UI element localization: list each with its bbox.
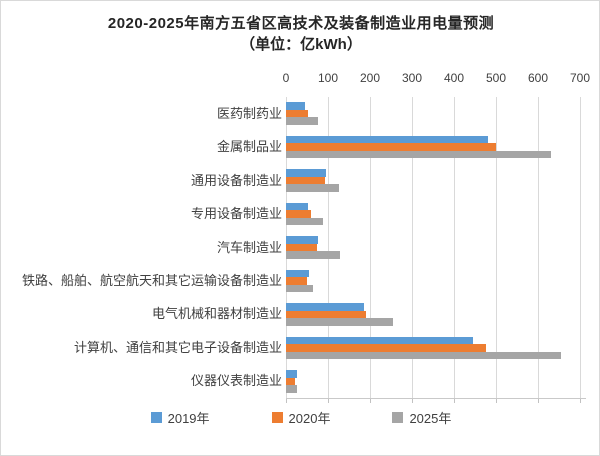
bar [286,336,473,345]
bar [286,370,297,378]
bar [286,344,486,352]
axis-tick [496,398,497,403]
legend-swatch [392,412,404,423]
gridline [538,97,539,398]
bar [286,135,488,144]
x-axis-tick-label: 300 [401,71,423,85]
category-label: 汽车制造业 [216,239,282,255]
plot-area [286,97,586,403]
x-axis-tick-label: 400 [443,71,465,85]
bar [286,210,312,218]
x-axis: 0 100 200 300 400 500 600 700 [282,71,590,89]
category-label: 医药制药业 [216,105,282,121]
bar [286,243,317,252]
gridline [496,97,497,398]
bar [286,217,323,226]
x-axis-tick-label: 100 [317,71,339,85]
axis-tick [538,398,539,403]
bar [286,284,314,293]
axis-tick [328,398,329,403]
axis-tick [454,398,455,403]
category-axis: 医药制药业金属制品业通用设备制造业 专用设备制造业汽车制造业铁路、船舶、航空航天和… [5,97,282,398]
gridline [328,97,329,398]
bar [286,117,319,125]
bar [286,236,318,244]
bar [286,143,496,151]
legend-swatch [271,412,283,423]
bar [286,303,364,311]
bar [286,269,310,278]
category-label: 铁路、船舶、航空航天和其它运输设备制造业 [21,272,282,288]
bar [286,150,551,159]
gridline [454,97,455,398]
category-label: 计算机、通信和其它电子设备制造业 [73,339,282,355]
x-axis-line [286,398,586,399]
bar [286,184,339,192]
x-axis-tick-label: 0 [282,71,290,85]
legend-item: 2020年 [271,408,331,427]
bar [286,109,309,118]
legend: 2019年 2020年 2025年 [1,408,599,427]
category-label: 金属制品业 [216,139,282,155]
bar [286,377,296,386]
axis-tick [580,398,581,403]
x-axis-tick-label: 200 [359,71,381,85]
bar [286,251,340,259]
bar [286,351,562,360]
bar [286,277,307,285]
axis-tick [286,398,287,403]
bar [286,310,366,319]
gridline [370,97,371,398]
gridline [580,97,581,398]
bar [286,318,394,326]
gridline [412,97,413,398]
category-label: 通用设备制造业 [190,172,282,188]
axis-tick [412,398,413,403]
category-label: 仪器仪表制造业 [190,373,282,389]
chart-title: 2020-2025年南方五省区高技术及装备制造业用电量预测 [107,15,495,32]
bar [286,176,325,185]
bar [286,202,308,211]
x-axis-tick-label: 500 [485,71,507,85]
legend-swatch [150,412,162,423]
category-label: 电气机械和器材制造业 [151,306,282,322]
chart-subtitle: （单位：亿kWh） [240,36,362,53]
x-axis-tick-label: 600 [527,71,549,85]
legend-label: 2020年 [288,411,331,426]
legend-item: 2025年 [392,408,451,427]
category-label: 专用设备制造业 [190,206,282,222]
bar [286,385,298,393]
bar [286,169,326,177]
axis-tick [370,398,371,403]
legend-label: 2019年 [167,411,210,426]
bar [286,102,305,110]
legend-item: 2019年 [150,408,210,427]
x-axis-tick-label: 700 [569,71,591,85]
legend-label: 2025年 [409,411,452,426]
